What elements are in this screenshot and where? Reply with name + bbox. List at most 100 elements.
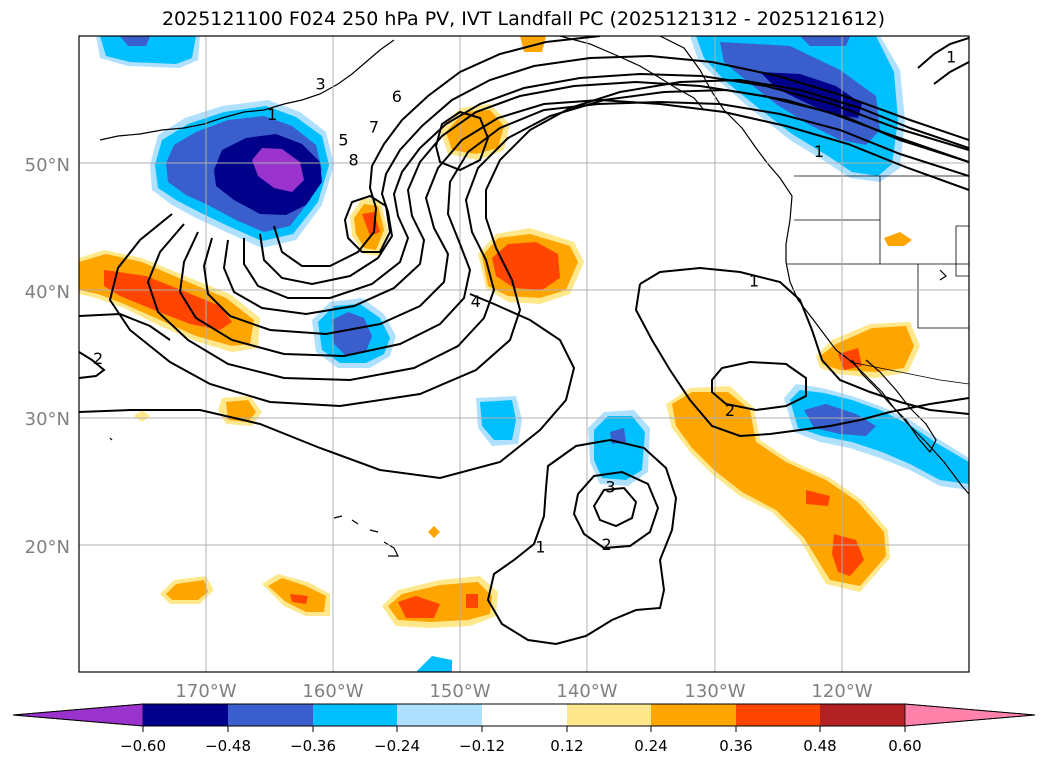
- orange-region-167w-l2: [226, 400, 256, 422]
- colorbar: −0.60 −0.48 −0.36 −0.24 −0.12 0.12 0.24 …: [12, 703, 1036, 755]
- colorbar-extend-high: [904, 703, 1036, 727]
- colorbar-label-1: −0.60: [120, 737, 166, 755]
- gridlines: [79, 36, 969, 672]
- contour-2-south: [572, 470, 660, 550]
- blue-region-148w-l2: [480, 400, 516, 440]
- colorbar-label-8: 0.36: [719, 737, 752, 755]
- negative-shading: [96, 36, 969, 490]
- contour-ridge-5: [222, 80, 969, 316]
- blue-region-138w-l2: [594, 416, 645, 480]
- contour-top-right-2: [933, 61, 969, 85]
- baja-coast: [851, 359, 937, 454]
- small-island-1: [109, 437, 113, 441]
- contour-west-edge-2: [79, 312, 171, 341]
- colorbar-bin-5: [482, 704, 567, 726]
- lon-tick-150w: 150°W: [429, 681, 490, 702]
- contour-label: 2: [602, 535, 612, 554]
- orange-region-dot1: [134, 410, 150, 422]
- us-mexico-border: [849, 361, 969, 385]
- north-america-coast: [659, 36, 969, 495]
- colorbar-bin-3: [313, 704, 397, 726]
- colorbar-label-7: 0.24: [634, 737, 667, 755]
- contour-ridge-8: [273, 36, 601, 267]
- hawaii-islands: [333, 515, 399, 557]
- orange-region-subtropical-l2: [672, 392, 886, 586]
- us-state-border-3: [917, 264, 969, 329]
- borders: [786, 175, 969, 385]
- colorbar-label-10: 0.60: [888, 737, 921, 755]
- colorbar-label-5: −0.12: [459, 737, 505, 755]
- lat-tick-30n: 30°N: [25, 409, 70, 430]
- contour-ridge-6: [243, 72, 969, 299]
- orange-region-16n-163w-l3: [290, 594, 308, 604]
- contour-label: 2: [93, 349, 103, 368]
- colorbar-bin-2: [228, 704, 313, 726]
- colorbar-bin-9: [820, 704, 905, 726]
- orange-region-41n-l3: [492, 242, 560, 290]
- orange-region-subtropical-l3: [806, 490, 830, 506]
- lon-tick-120w: 120°W: [811, 681, 872, 702]
- blue-region-top-center: [800, 36, 850, 46]
- contour-closed-46n: [343, 194, 392, 253]
- contour-label: 1: [267, 105, 277, 124]
- aleutian-chain: [99, 39, 395, 141]
- blue-region-top-left-l2: [100, 36, 196, 64]
- contour-3-south: [592, 486, 638, 528]
- blue-region-central-l3: [332, 312, 372, 356]
- contour-ridge-3: [178, 100, 969, 358]
- orange-region-nevada: [884, 232, 912, 246]
- colorbar-ticks: [142, 726, 906, 732]
- contour-label: 5: [338, 130, 348, 149]
- contour-label: 7: [369, 118, 379, 137]
- lat-tick-50n: 50°N: [25, 155, 70, 176]
- contour-top-right: [917, 37, 969, 69]
- lat-tick-labels: 50°N 40°N 30°N 20°N: [25, 155, 70, 558]
- contour-label: 1: [814, 142, 824, 161]
- contour-ridge-4: [202, 98, 969, 336]
- contour-label: 1: [535, 537, 545, 556]
- map-frame: [78, 35, 970, 673]
- purple-region-aleutian: [252, 148, 304, 192]
- orange-region-15n-l4: [466, 594, 478, 608]
- colorbar-extend-low: [12, 703, 144, 727]
- contour-1-east: [639, 266, 969, 415]
- colorbar-label-2: −0.48: [205, 737, 251, 755]
- contour-label: 2: [725, 401, 735, 420]
- contour-label: 1: [749, 271, 759, 290]
- contour-1-east-2: [634, 283, 969, 438]
- small-island-2: [939, 269, 947, 281]
- colorbar-bin-7: [651, 704, 736, 726]
- contour-label: 3: [315, 74, 325, 93]
- lat-tick-40n: 40°N: [25, 282, 70, 303]
- contour-label: 8: [349, 151, 359, 170]
- orange-region-west-l3: [104, 270, 232, 330]
- colorbar-bin-6: [567, 704, 651, 726]
- contour-label: 1: [946, 48, 956, 67]
- contour-ridge-7: [259, 54, 969, 286]
- contour-label: 3: [605, 478, 615, 497]
- contour-2-east: [711, 360, 807, 412]
- contour-inner-loop: [434, 110, 490, 172]
- contour-ridge-1: [108, 78, 969, 408]
- colorbar-label-4: −0.24: [374, 737, 420, 755]
- colorbar-label-9: 0.48: [803, 737, 836, 755]
- lon-tick-labels: 170°W 160°W 150°W 140°W 130°W 120°W: [175, 681, 872, 702]
- lon-tick-130w: 130°W: [684, 681, 745, 702]
- orange-region-15n-l3: [398, 596, 440, 618]
- lon-tick-160w: 160°W: [302, 681, 363, 702]
- contour-1-outer: [79, 293, 576, 480]
- orange-region-socal-l3: [838, 348, 862, 370]
- coastlines: [99, 36, 969, 557]
- colorbar-bin-4: [397, 704, 482, 726]
- colorbar-label-6: 0.12: [550, 737, 583, 755]
- colorbar-bin-1: [143, 704, 228, 726]
- map-area: 1 3 5 678 4 1 1 2 3 2 1 1 2: [79, 36, 969, 672]
- lat-tick-20n: 20°N: [25, 537, 70, 558]
- orange-region-dot2: [428, 526, 440, 538]
- lon-tick-170w: 170°W: [175, 681, 236, 702]
- lon-tick-140w: 140°W: [556, 681, 617, 702]
- pv-contours: [79, 36, 969, 646]
- positive-shading: [79, 36, 920, 672]
- contour-labels: 1 3 5 678 4 1 1 2 3 2 1 1 2: [93, 48, 956, 557]
- colorbar-bin-8: [736, 704, 820, 726]
